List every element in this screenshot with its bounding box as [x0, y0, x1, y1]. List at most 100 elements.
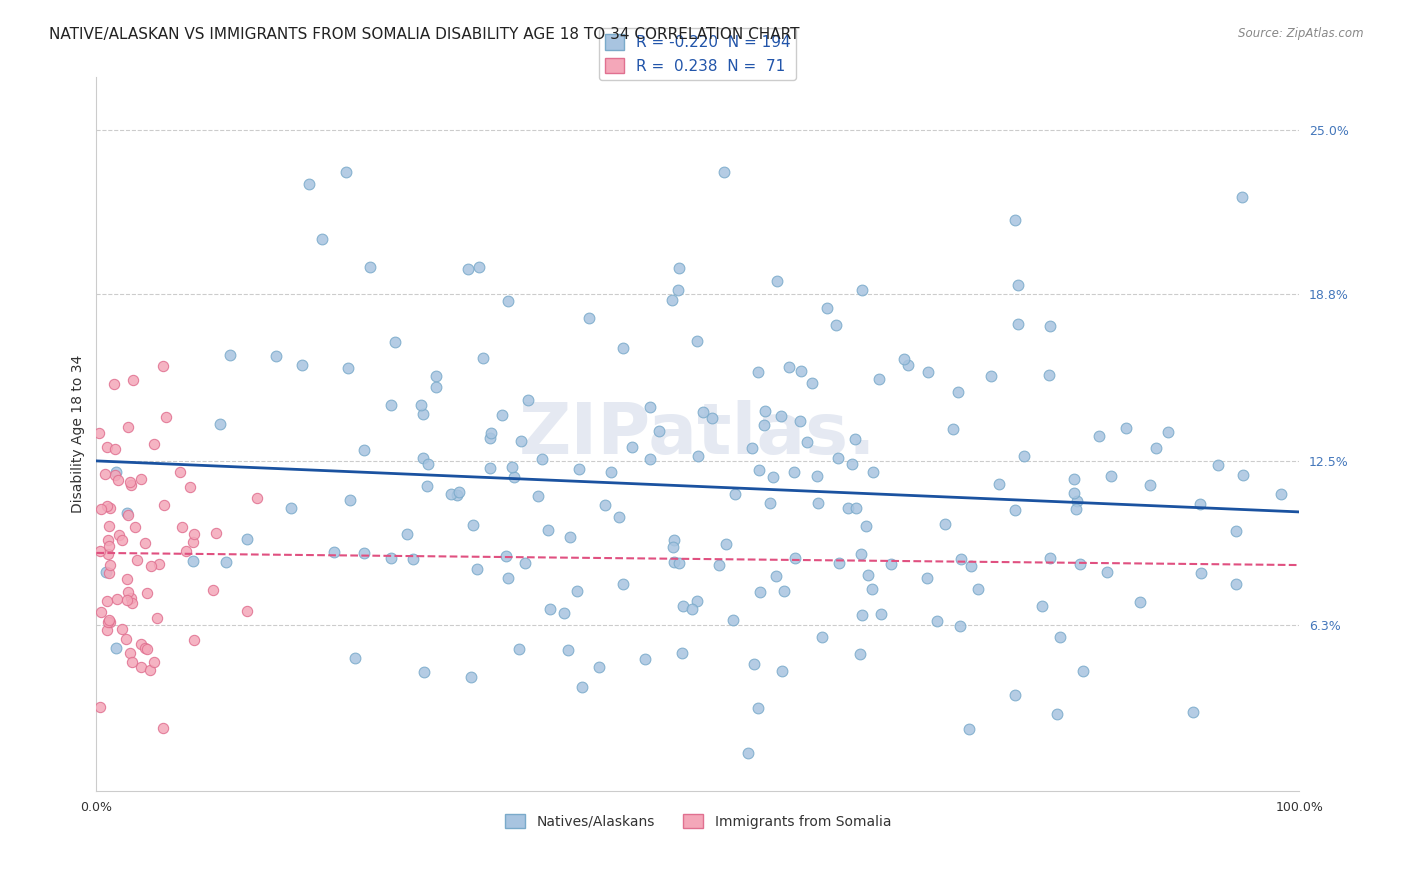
Point	[104, 467, 127, 482]
Point	[425, 380, 447, 394]
Point	[666, 283, 689, 297]
Point	[478, 461, 501, 475]
Point	[949, 618, 972, 632]
Point	[491, 408, 513, 422]
Point	[496, 293, 519, 308]
Point	[765, 274, 787, 288]
Point	[129, 636, 152, 650]
Point	[508, 641, 530, 656]
Point	[1115, 420, 1137, 434]
Point	[359, 260, 381, 274]
Point	[607, 509, 630, 524]
Point	[1063, 485, 1085, 500]
Point	[950, 551, 973, 566]
Point	[946, 385, 969, 400]
Point	[100, 558, 122, 573]
Point	[716, 537, 738, 551]
Point	[828, 556, 851, 570]
Point	[988, 477, 1011, 491]
Point	[790, 364, 813, 378]
Point	[215, 555, 238, 569]
Point	[851, 548, 873, 562]
Point	[662, 540, 685, 554]
Point	[1071, 664, 1094, 678]
Point	[759, 496, 782, 510]
Point	[98, 613, 121, 627]
Point	[115, 506, 138, 520]
Point	[111, 622, 134, 636]
Point	[107, 473, 129, 487]
Point	[440, 487, 463, 501]
Point	[449, 485, 471, 500]
Point	[1189, 497, 1212, 511]
Point	[662, 533, 685, 547]
Point	[1181, 705, 1204, 719]
Point	[681, 601, 703, 615]
Point	[90, 502, 112, 516]
Point	[155, 409, 177, 424]
Point	[322, 545, 344, 559]
Point	[897, 358, 920, 372]
Point	[412, 450, 434, 465]
Point	[339, 492, 361, 507]
Point	[789, 414, 811, 428]
Point	[122, 372, 145, 386]
Point	[96, 565, 118, 579]
Point	[139, 663, 162, 677]
Point	[844, 432, 866, 446]
Point	[416, 457, 439, 471]
Point	[1270, 487, 1292, 501]
Point	[748, 463, 770, 477]
Point	[742, 657, 765, 671]
Point	[620, 440, 643, 454]
Point	[384, 335, 406, 350]
Point	[1046, 706, 1069, 721]
Point	[205, 526, 228, 541]
Point	[87, 426, 110, 441]
Point	[457, 262, 479, 277]
Point	[747, 701, 769, 715]
Point	[612, 341, 634, 355]
Point	[960, 558, 983, 573]
Point	[934, 517, 956, 532]
Point	[827, 450, 849, 465]
Point	[97, 518, 120, 533]
Point	[868, 372, 890, 386]
Point	[1066, 494, 1088, 508]
Point	[612, 576, 634, 591]
Point	[851, 607, 873, 622]
Point	[121, 656, 143, 670]
Point	[401, 552, 423, 566]
Point	[120, 646, 142, 660]
Point	[179, 480, 201, 494]
Point	[1232, 190, 1254, 204]
Point	[152, 721, 174, 735]
Point	[1088, 429, 1111, 443]
Point	[560, 530, 582, 544]
Point	[468, 260, 491, 275]
Point	[1039, 318, 1062, 333]
Point	[737, 747, 759, 761]
Point	[153, 498, 176, 512]
Point	[811, 630, 834, 644]
Point	[806, 468, 828, 483]
Point	[89, 544, 111, 558]
Point	[553, 606, 575, 620]
Point	[773, 583, 796, 598]
Point	[538, 602, 561, 616]
Point	[1232, 468, 1254, 483]
Point	[849, 647, 872, 661]
Point	[105, 640, 128, 655]
Point	[527, 489, 550, 503]
Point	[96, 623, 118, 637]
Point	[531, 451, 554, 466]
Point	[595, 499, 617, 513]
Point	[143, 655, 166, 669]
Point	[472, 351, 495, 365]
Point	[967, 582, 990, 596]
Point	[141, 559, 163, 574]
Point	[515, 556, 537, 570]
Text: Source: ZipAtlas.com: Source: ZipAtlas.com	[1239, 27, 1364, 40]
Point	[380, 399, 402, 413]
Point	[446, 488, 468, 502]
